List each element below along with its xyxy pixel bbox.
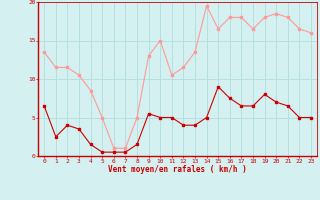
X-axis label: Vent moyen/en rafales ( km/h ): Vent moyen/en rafales ( km/h ) [108, 165, 247, 174]
